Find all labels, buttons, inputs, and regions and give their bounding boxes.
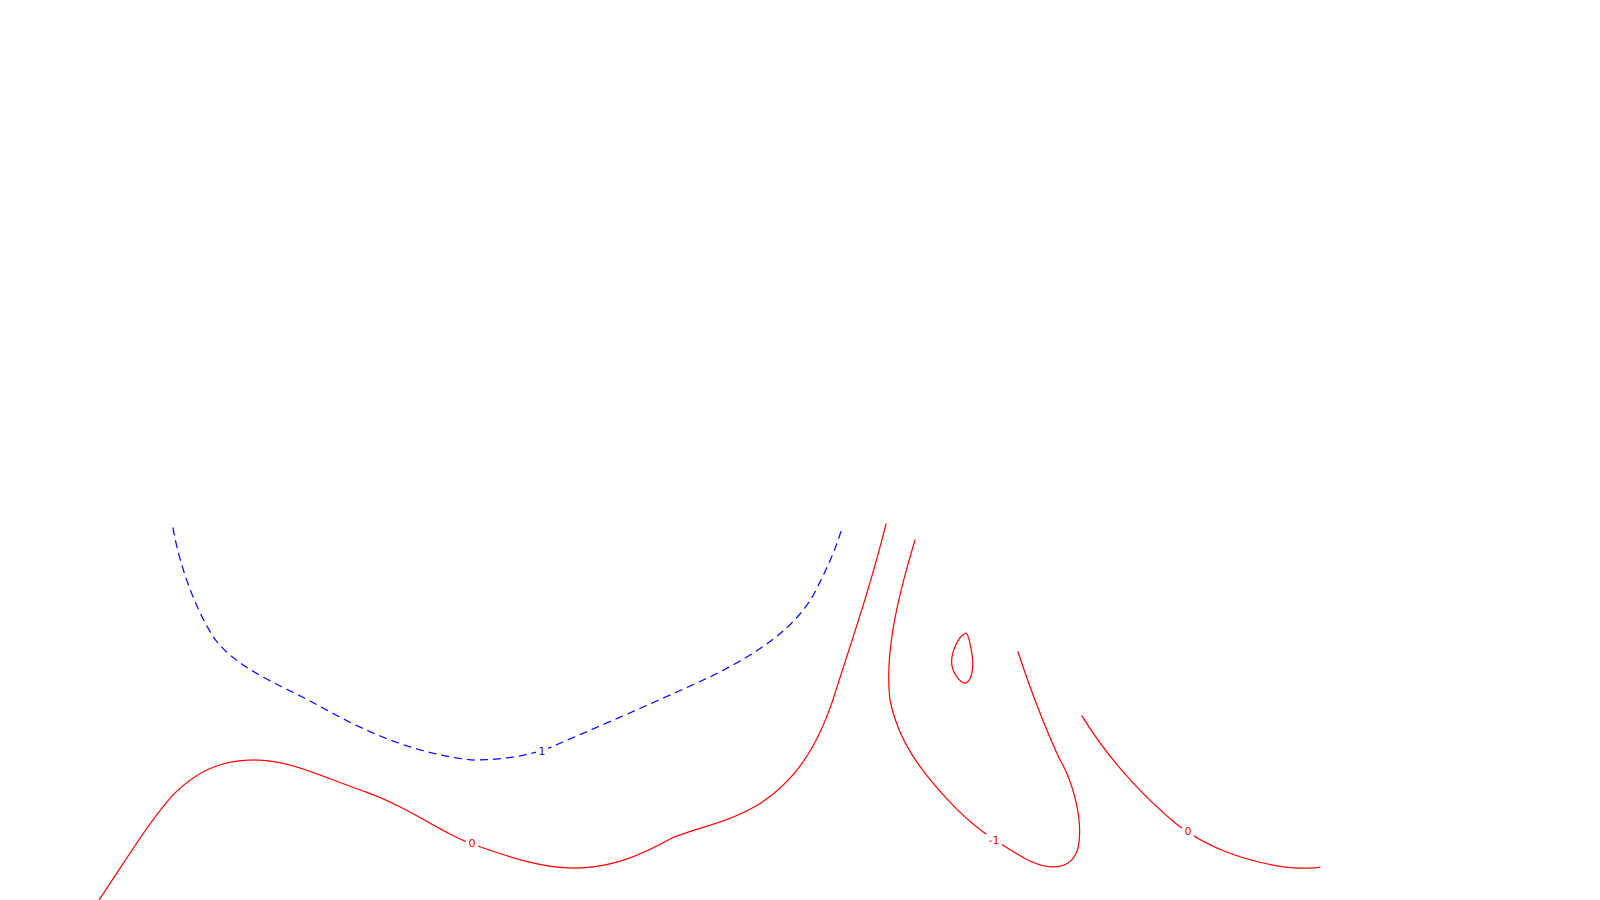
contour-line-level-neg1 [888,539,1081,868]
contour-label-level-1: 1 [536,745,548,759]
contour-label-text-0-left: 0 [469,837,476,850]
contour-label-text-0-right: 0 [1185,825,1192,838]
contour-label-text-neg1: -1 [989,834,1000,847]
contour-line-closed-loop [951,632,974,684]
contour-line-level-1 [172,527,843,761]
contour-line-level-0-right [1081,715,1321,869]
contour-line-level-0-left [98,523,887,900]
contour-label-level-neg1: -1 [986,834,1002,848]
contour-label-level-0-right: 0 [1182,825,1194,839]
contour-label-level-0-left: 0 [466,837,478,851]
contour-label-text-1: 1 [539,745,546,758]
